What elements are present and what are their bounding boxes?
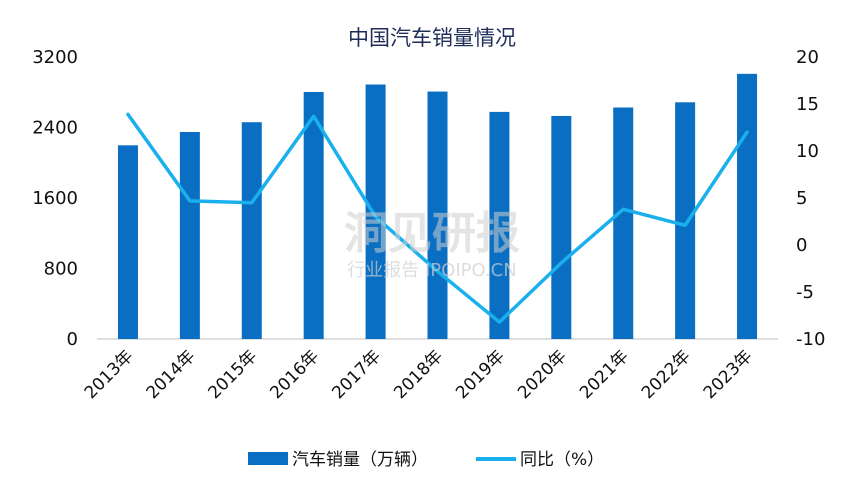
x-tick-2: 2015年: [205, 346, 262, 403]
x-tick-9: 2022年: [638, 346, 695, 403]
x-tick-8: 2021年: [576, 346, 633, 403]
legend-bar-swatch: [248, 452, 288, 465]
bar-9: [675, 102, 696, 339]
legend-line-label: 同比（%）: [520, 450, 604, 470]
x-tick-5: 2018年: [390, 346, 447, 403]
bar-2: [241, 122, 262, 340]
watermark: 洞见研报 行业报告 IPOIPO.CN: [344, 208, 520, 281]
bar-4: [365, 84, 386, 340]
x-tick-10: 2023年: [700, 346, 757, 403]
watermark-sub: 行业报告 IPOIPO.CN: [347, 260, 516, 281]
bar-1: [179, 131, 200, 339]
right-tick-5: 15: [796, 94, 819, 115]
left-tick-0: 0: [67, 329, 78, 350]
x-tick-3: 2016年: [266, 346, 323, 403]
bar-series: [117, 73, 758, 340]
bar-10: [737, 73, 758, 339]
x-tick-4: 2017年: [328, 346, 385, 403]
right-tick-2: 0: [796, 235, 807, 256]
left-axis-ticks: 0 800 1600 2400 3200: [32, 47, 78, 350]
chart-title: 中国汽车销量情况: [348, 26, 516, 50]
bar-7: [551, 115, 572, 339]
legend: 汽车销量（万辆） 同比（%）: [248, 450, 604, 470]
bar-0: [117, 145, 138, 339]
right-tick-0: -10: [796, 329, 825, 350]
right-tick-3: 5: [796, 188, 807, 209]
x-tick-0: 2013年: [81, 346, 138, 403]
left-tick-3: 2400: [32, 118, 78, 139]
right-axis-ticks: -10 -5 0 5 10 15 20: [796, 47, 825, 350]
left-tick-4: 3200: [32, 47, 78, 68]
right-tick-6: 20: [796, 47, 819, 68]
left-tick-1: 800: [44, 259, 78, 280]
bar-6: [489, 111, 510, 339]
legend-bar-label: 汽车销量（万辆）: [292, 450, 428, 470]
x-axis-ticks: 2013年 2014年 2015年 2016年 2017年 2018年 2019年 2020年…: [81, 346, 757, 403]
x-tick-7: 2020年: [514, 346, 571, 403]
bar-8: [613, 107, 634, 339]
bar-3: [303, 91, 324, 339]
right-tick-1: -5: [796, 282, 814, 303]
x-tick-1: 2014年: [143, 346, 200, 403]
line-series: [126, 112, 749, 324]
x-tick-6: 2019年: [452, 346, 509, 403]
right-tick-4: 10: [796, 141, 819, 162]
left-tick-2: 1600: [32, 188, 78, 209]
watermark-main: 洞见研报: [344, 208, 520, 259]
